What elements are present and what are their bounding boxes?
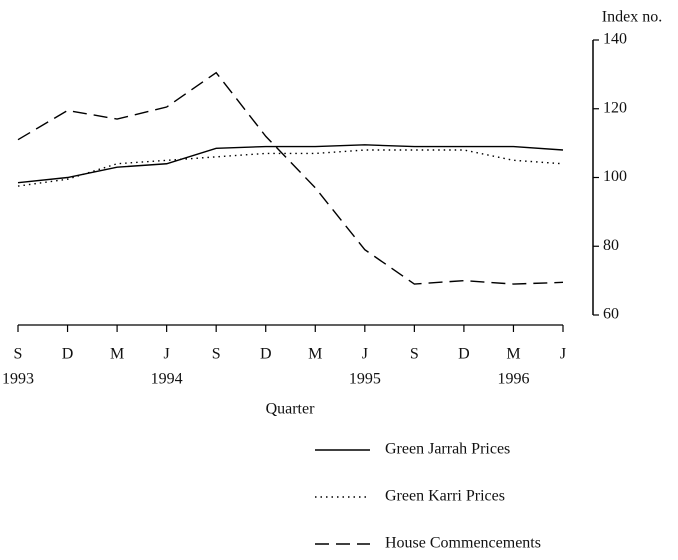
year-label: 1995: [349, 371, 381, 388]
year-label: 1996: [497, 371, 529, 388]
y-axis-label: Index no.: [602, 9, 662, 26]
y-tick-label: 120: [603, 99, 627, 116]
x-tick-label: D: [458, 346, 470, 363]
legend-label: House Commencements: [385, 535, 541, 552]
series-line: [17, 144, 564, 184]
x-tick-label: J: [164, 346, 170, 363]
legend-label: Green Jarrah Prices: [385, 441, 510, 458]
x-tick-label: M: [506, 346, 520, 363]
y-tick-label: 140: [603, 31, 627, 48]
year-label: 1993: [2, 371, 34, 388]
x-tick-label: J: [362, 346, 368, 363]
y-tick-label: 60: [603, 306, 619, 323]
x-tick-label: M: [308, 346, 322, 363]
x-axis-label: Quarter: [266, 401, 316, 418]
x-tick-label: S: [410, 346, 419, 363]
series-line: [17, 71, 564, 285]
x-tick-label: D: [62, 346, 74, 363]
series-line: [17, 149, 564, 187]
x-tick-label: D: [260, 346, 272, 363]
x-tick-label: M: [110, 346, 124, 363]
x-tick-label: S: [14, 346, 23, 363]
y-tick-label: 80: [603, 237, 619, 254]
legend-label: Green Karri Prices: [385, 488, 505, 505]
x-tick-label: S: [212, 346, 221, 363]
year-label: 1994: [151, 371, 183, 388]
x-tick-label: J: [560, 346, 566, 363]
y-tick-label: 100: [603, 168, 627, 185]
